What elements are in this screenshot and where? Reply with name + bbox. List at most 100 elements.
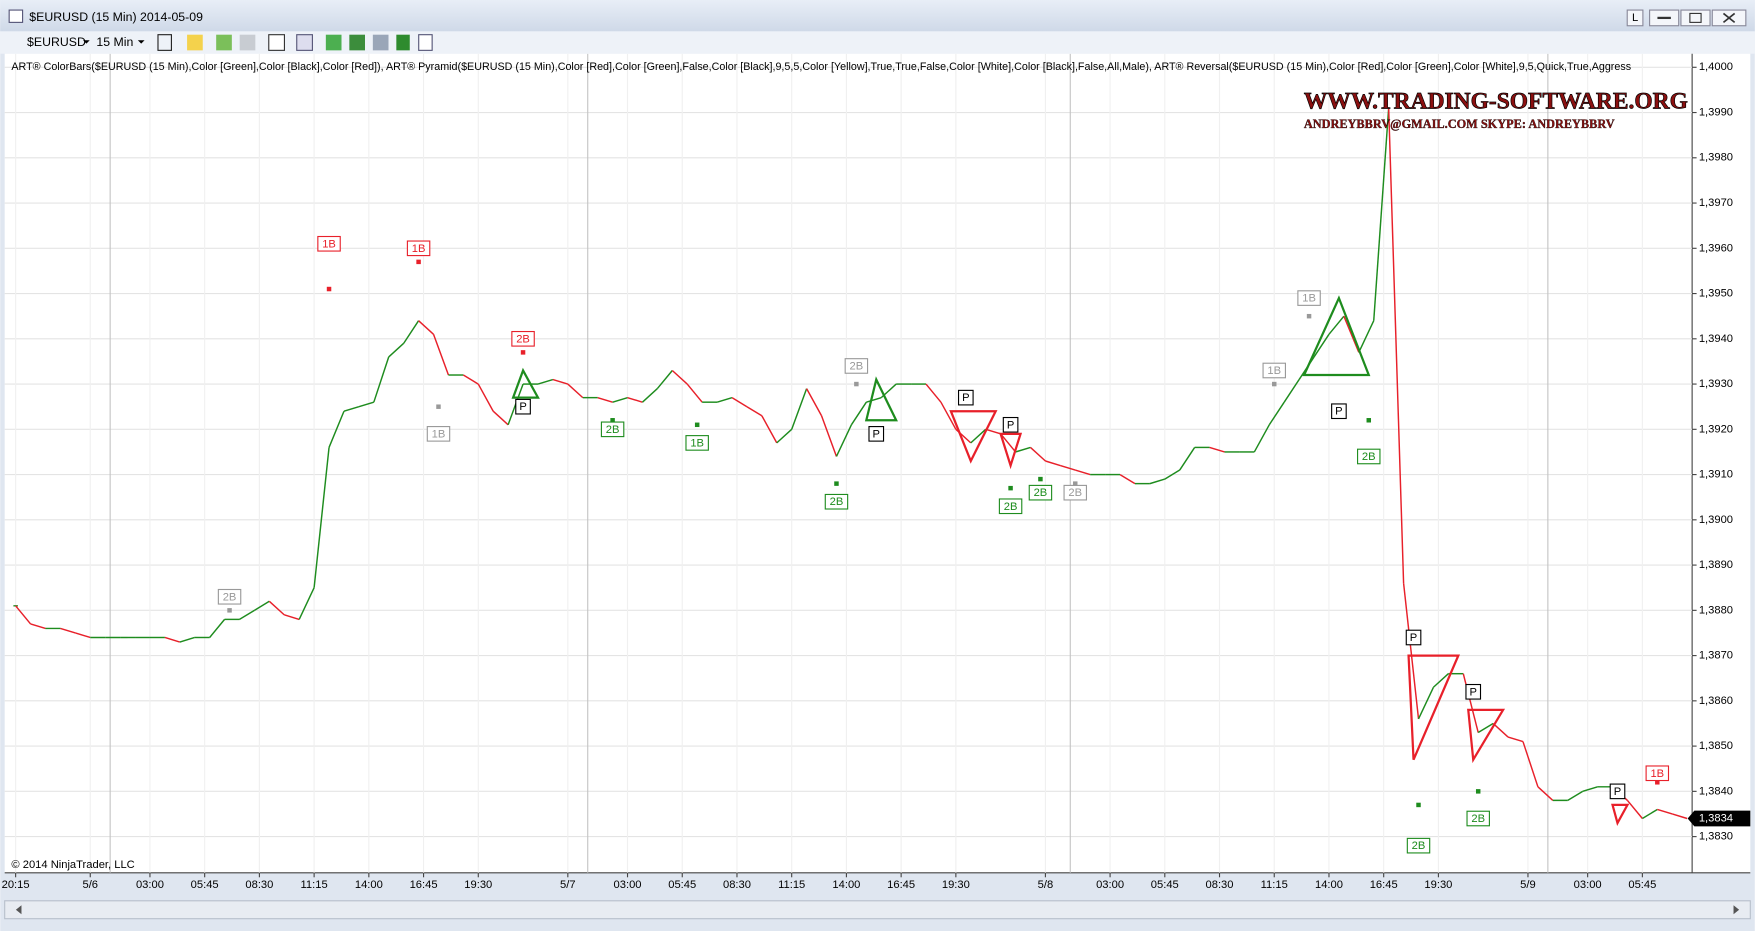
signal-label: 2B <box>1034 487 1048 499</box>
pyramid <box>949 410 998 464</box>
signal-box <box>1262 362 1286 379</box>
x-tick-label: 16:45 <box>1370 879 1398 891</box>
price-segment <box>164 636 181 643</box>
y-tick-label: 1,3860 <box>1699 695 1733 707</box>
x-tick-label: 08:30 <box>1206 879 1234 891</box>
chart-style-button[interactable] <box>372 34 389 51</box>
price-segment <box>716 396 733 403</box>
price-segment <box>1387 107 1405 584</box>
pyramid <box>999 432 1023 470</box>
signal-box <box>685 435 709 451</box>
remove-button[interactable] <box>239 34 256 51</box>
price-segment <box>761 415 778 444</box>
indicator-caption: ART® ColorBars($EURUSD (15 Min),Color [G… <box>11 61 1631 73</box>
instrument-selector[interactable]: $EURUSD <box>27 35 86 49</box>
price-segment <box>656 370 673 390</box>
price-segment <box>731 397 748 408</box>
price-segment <box>805 388 823 417</box>
price-axis <box>1692 53 1751 873</box>
signal-box <box>217 588 242 605</box>
price-segment <box>209 618 226 638</box>
layout-button[interactable] <box>1626 9 1644 27</box>
signal-label: P <box>1470 686 1477 698</box>
price-segment <box>1432 673 1449 688</box>
money-button[interactable] <box>396 34 410 51</box>
y-tick-label: 1,3900 <box>1699 514 1733 526</box>
strategy-button[interactable] <box>325 34 342 51</box>
x-tick-label: 14:00 <box>355 879 383 891</box>
signal-box <box>957 389 974 406</box>
price-segment <box>1179 447 1196 471</box>
pyramid <box>511 367 540 399</box>
toolbar-icons <box>157 34 433 51</box>
signal-box <box>1028 484 1053 501</box>
price-segment <box>388 342 405 358</box>
y-tick-label: 1,4000 <box>1699 61 1733 73</box>
signal-label: 2B <box>606 424 620 436</box>
bar-type-button[interactable] <box>157 34 172 51</box>
x-tick-label: 5/8 <box>1038 879 1054 891</box>
price-segment <box>850 401 867 426</box>
signal-label: P <box>962 392 969 404</box>
price-segment <box>791 388 808 430</box>
price-segment <box>1313 333 1330 358</box>
price-segment <box>1462 673 1479 733</box>
price-segment <box>1283 379 1300 403</box>
price-segment <box>1253 424 1270 453</box>
price-segment <box>671 369 688 385</box>
price-segment <box>627 396 643 403</box>
price-segment <box>970 428 987 444</box>
signal-dot <box>854 381 859 387</box>
price-segment <box>537 378 554 385</box>
maximize-button[interactable] <box>1680 9 1711 27</box>
signal-dot <box>1038 476 1043 482</box>
zoom-button[interactable] <box>296 34 313 51</box>
plot: 1B 1B 1B 2B 2B P 2B 1B 2B P 2B P P 2B 2B 2B 1B 1B P 2B P 2B P 2… <box>4 53 1693 873</box>
interval-selector[interactable]: 15 Min <box>96 35 133 49</box>
x-tick-label: 19:30 <box>942 879 970 891</box>
price-segment <box>268 600 285 616</box>
y-tick-label: 1,3930 <box>1699 378 1733 390</box>
signal-box <box>1002 416 1019 433</box>
signal-label: P <box>1007 419 1014 431</box>
scrollbar[interactable] <box>4 900 1751 920</box>
price-segment <box>1149 478 1166 485</box>
price-segment <box>1268 401 1285 426</box>
pyramid <box>1611 803 1630 826</box>
dropdown-arrow <box>137 40 145 44</box>
signal-dot <box>436 404 441 409</box>
x-tick-label: 16:45 <box>887 879 915 891</box>
price-segment <box>1477 722 1494 734</box>
signal-label: 2B <box>850 360 864 372</box>
price-segment <box>1209 446 1225 453</box>
signal-dot <box>1008 485 1013 491</box>
close-icon <box>1722 12 1736 24</box>
signal-label: 1B <box>432 428 446 440</box>
indicator-button[interactable] <box>349 34 366 51</box>
price-segment <box>1075 469 1091 476</box>
toolbar <box>0 31 1755 54</box>
price-segment <box>940 401 957 430</box>
signal-label: 1B <box>412 243 426 255</box>
window-title: $EURUSD (15 Min) 2014-05-09 <box>29 10 203 24</box>
x-tick-label: 03:00 <box>614 879 642 891</box>
signal-label: 1B <box>690 437 704 449</box>
price-segment <box>462 374 479 385</box>
signal-label: P <box>873 428 880 440</box>
pointer-button[interactable] <box>268 34 285 51</box>
price-segment <box>1657 808 1673 815</box>
x-tick-label: 11:15 <box>301 879 328 891</box>
signal-box <box>868 426 885 442</box>
signal-dot <box>694 422 700 428</box>
price-segment <box>746 406 763 417</box>
signal-label: 2B <box>1412 840 1426 852</box>
y-tick-label: 1,3870 <box>1699 650 1733 662</box>
plot-area <box>4 53 1693 873</box>
pyramid <box>1302 295 1371 377</box>
properties-button[interactable] <box>418 34 433 51</box>
add-button[interactable] <box>216 34 232 51</box>
price-segment <box>403 320 420 344</box>
price-segment <box>552 378 569 385</box>
drawing-tool-button[interactable] <box>187 34 203 51</box>
signal-dot <box>1416 802 1421 808</box>
